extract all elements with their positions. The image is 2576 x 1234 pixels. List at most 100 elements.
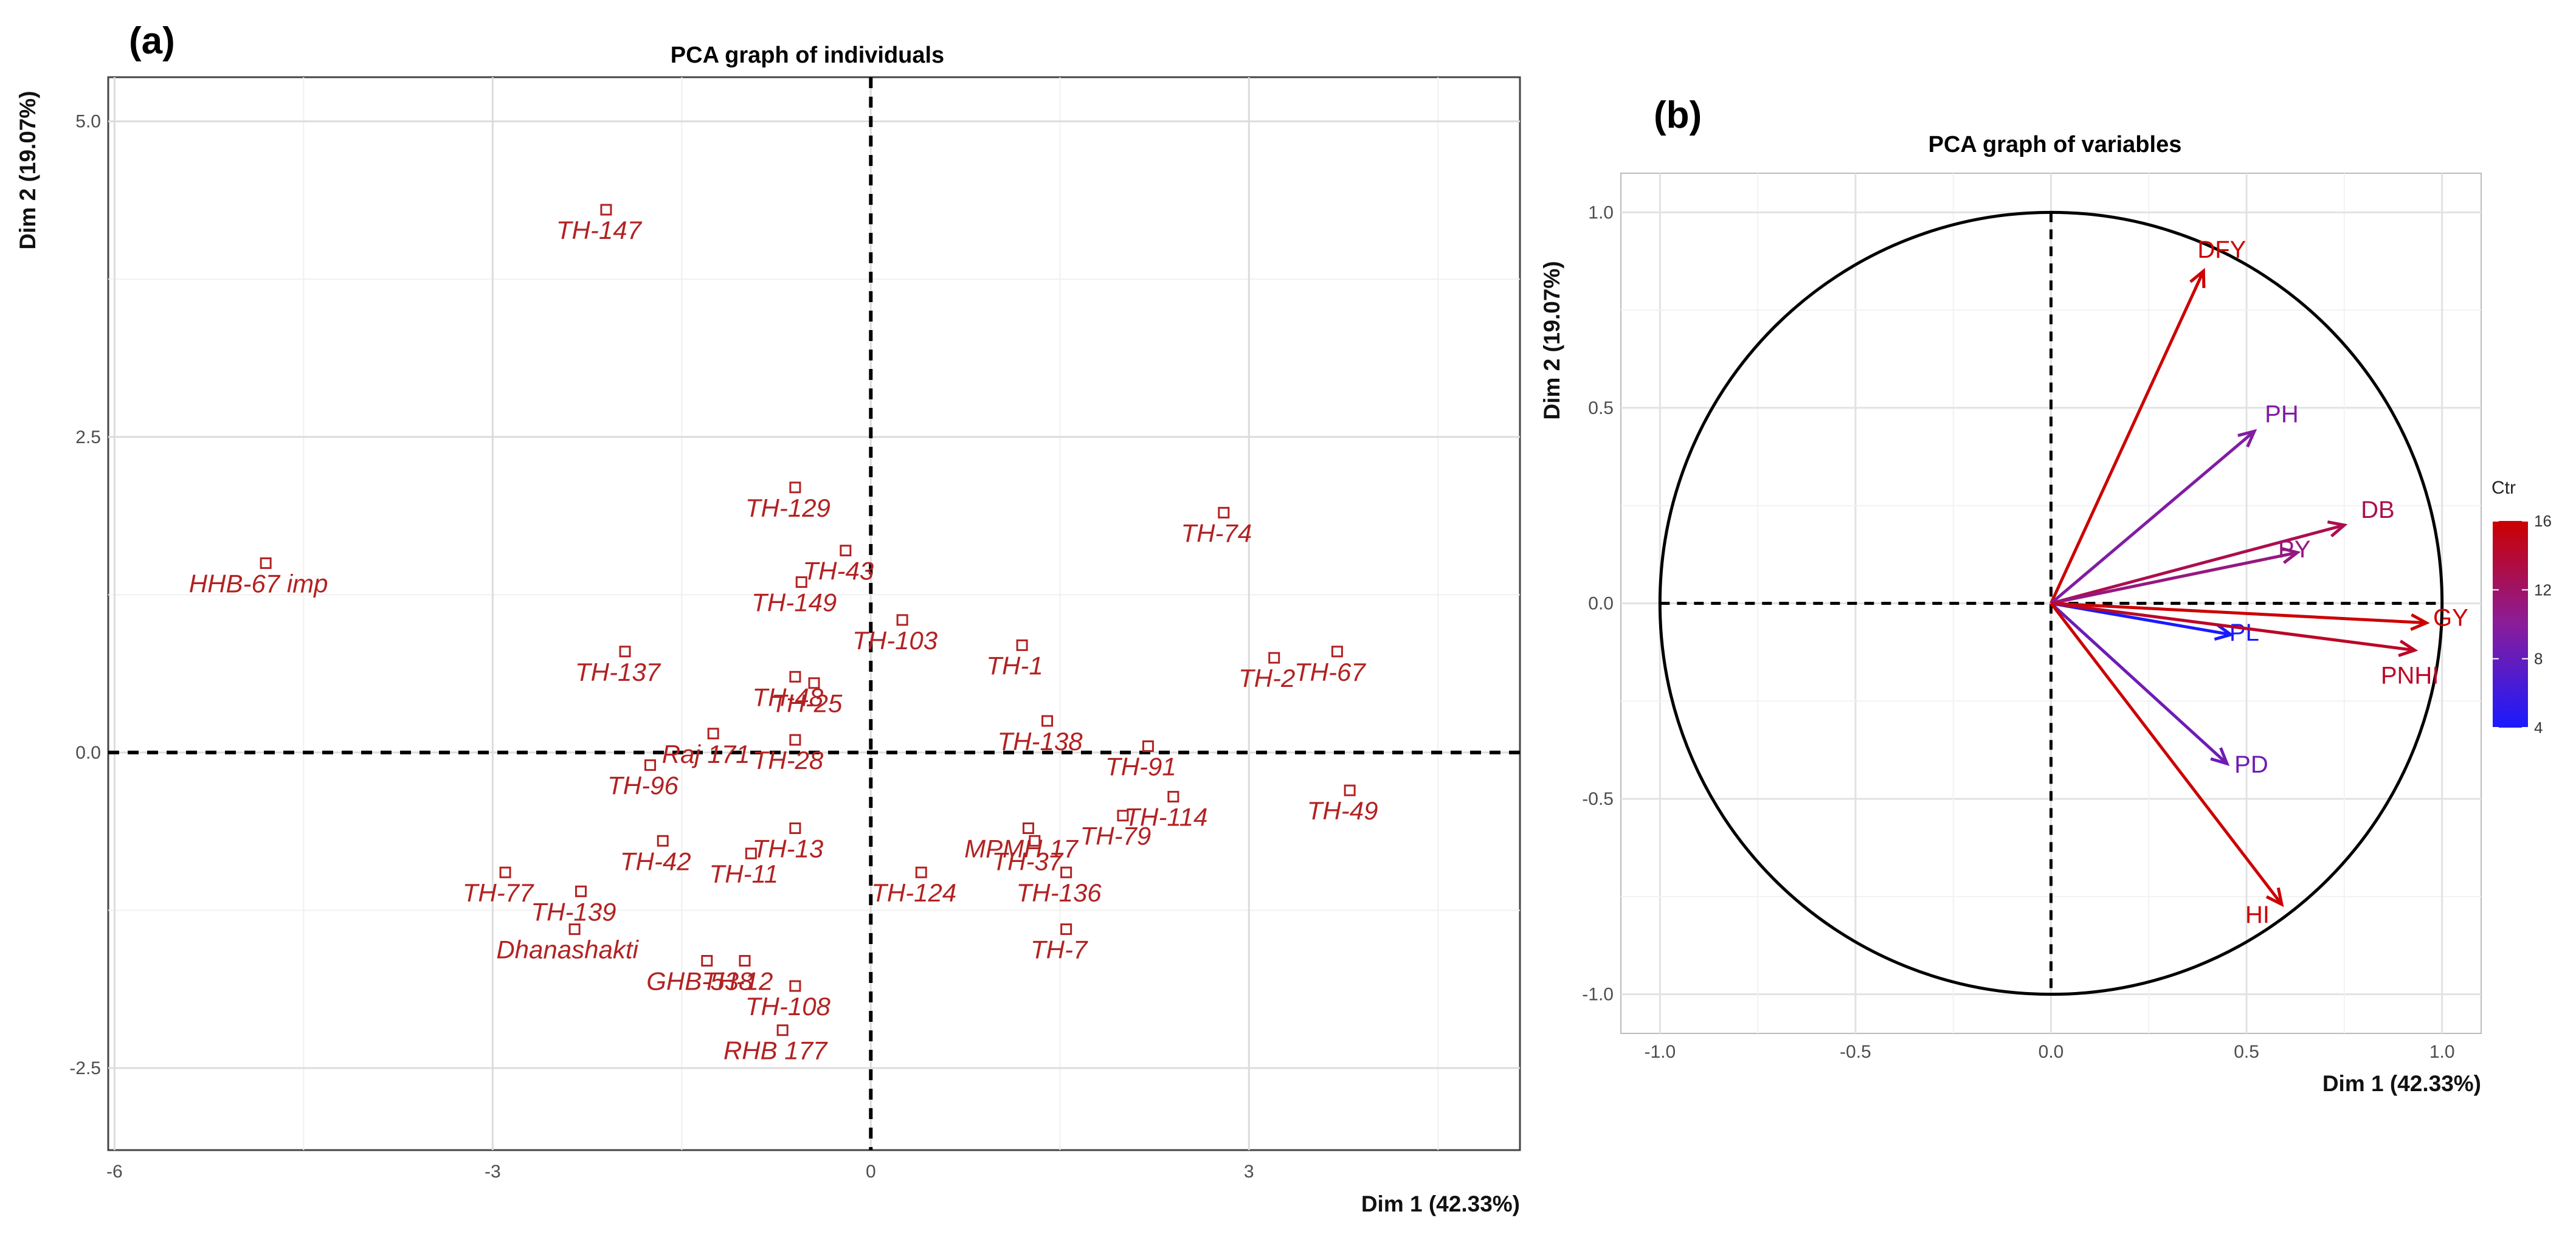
x-tick-label: 0 [866,1162,876,1182]
point-label: TH-138 [998,727,1083,756]
point-marker [568,923,581,936]
point-label: TH-74 [1181,519,1252,547]
point-marker [789,670,801,683]
variable-arrow-head [2214,623,2235,641]
point-label: TH-67 [1294,658,1366,686]
x-tick-label: 0.0 [2039,1042,2064,1062]
panel-b-tick-labels: -1.0 -0.5 0.0 0.5 1.0 -1.0 -0.5 0.0 0.5 1.0 [1582,202,2454,1062]
point-label: TH-124 [871,878,956,907]
point-label: TH-2 [1238,664,1295,692]
point-marker [701,955,713,967]
legend-tick-label: 4 [2534,719,2543,737]
point-label: TH-37 [992,847,1063,875]
y-tick-label: 0.5 [1588,398,1614,418]
point-marker [840,545,852,557]
point-marker [1331,646,1343,658]
variable-label: PD [2234,751,2268,778]
variable-arrow-head [2189,267,2206,288]
variable-arrow-head [2237,429,2257,448]
y-tick-label: -1.0 [1582,985,1614,1005]
point-label: TH-139 [531,897,616,926]
x-tick-label: 1.0 [2429,1042,2455,1062]
panel-a-title: PCA graph of individuals [671,43,944,68]
point-marker [1344,784,1356,796]
point-marker [789,822,801,834]
point-marker [808,677,820,689]
point-marker [789,734,801,746]
point-label: TH-137 [575,658,661,686]
variable-label: DFY [2197,236,2246,263]
x-tick-label: -6 [106,1162,123,1182]
point-marker [789,481,801,494]
x-tick-label: 0.5 [2234,1042,2259,1062]
variable-arrow [2049,602,2228,765]
point-marker [707,728,719,740]
y-tick-label: 2.5 [75,427,101,447]
legend-tick-label: 8 [2534,650,2543,668]
point-marker [1060,866,1072,878]
point-marker [1029,835,1041,847]
panel-a-zero-lines [108,77,1520,1150]
point-label: TH-91 [1105,753,1176,781]
point-marker [915,866,927,878]
point-marker [1218,506,1230,519]
point-marker [1016,639,1028,651]
point-label: TH-103 [852,626,938,655]
panel-a-plot-area [107,76,1521,1151]
point-label: TH-1 [986,651,1043,680]
variable-arrow-head [2410,613,2430,631]
point-label: TH-49 [1307,796,1378,825]
panel-b-title: PCA graph of variables [1929,132,2182,157]
point-label: GHB-538 [646,967,753,996]
panel-a-ylabel: Dim 2 (19.07%) [15,91,40,249]
variable-label: HI [2245,901,2270,928]
point-marker [896,614,908,626]
point-label: RHB 177 [723,1036,828,1065]
point-label: TH-42 [620,847,691,875]
point-marker [739,955,751,967]
y-tick-label: 0.0 [75,743,101,763]
point-label: TH-13 [753,835,824,863]
point-marker [260,557,272,569]
point-marker [745,847,757,860]
legend-ticks: 16 12 8 4 [2493,512,2552,737]
point-label: TH-129 [745,494,830,522]
point-label: MPMH 17 [964,835,1079,863]
point-marker [575,885,587,897]
variable-arrow [2049,602,2283,906]
point-label: TH-12 [702,967,773,996]
y-tick-label: -2.5 [69,1058,101,1078]
panel-a-xlabel: Dim 1 (42.33%) [1361,1191,1520,1216]
point-marker [1167,791,1179,803]
y-tick-label: 5.0 [75,112,101,132]
x-tick-label: -3 [485,1162,501,1182]
variable-arrow [2049,430,2256,605]
point-label: TH-28 [753,746,824,774]
panel-b-ylabel: Dim 2 (19.07%) [1539,261,1564,419]
variable-label: PNHI [2381,663,2439,689]
point-label: TH-77 [463,878,534,907]
point-label: HHB-67 imp [189,569,328,598]
point-marker [644,759,656,771]
point-label: TH-147 [556,216,643,244]
point-marker [619,646,631,658]
point-marker [1142,740,1154,753]
point-marker [1117,810,1129,822]
y-tick-label: 1.0 [1588,202,1614,222]
point-label: Raj 171 [662,740,750,768]
variable-label: DB [2361,497,2395,523]
y-tick-label: -0.5 [1582,789,1614,809]
variable-label: PL [2229,619,2259,646]
legend-tick-label: 12 [2534,581,2552,599]
point-marker [1060,923,1072,936]
x-tick-label: -1.0 [1644,1042,1676,1062]
point-label: TH-43 [803,557,874,585]
variable-arrow [2049,270,2205,604]
legend-colorbar [2493,521,2528,728]
panel-a-points: TH-147 HHB-67 imp TH-129 TH-43 TH-74 TH-149 TH… [189,204,1378,1065]
panel-b-zero-lines [1660,212,2442,994]
panel-a: (a) PCA graph of individuals -6 -3 0 3 -2.5 0… [15,20,1521,1216]
point-label: Dhanashakti [496,936,639,964]
variable-arrow [2051,602,2427,625]
